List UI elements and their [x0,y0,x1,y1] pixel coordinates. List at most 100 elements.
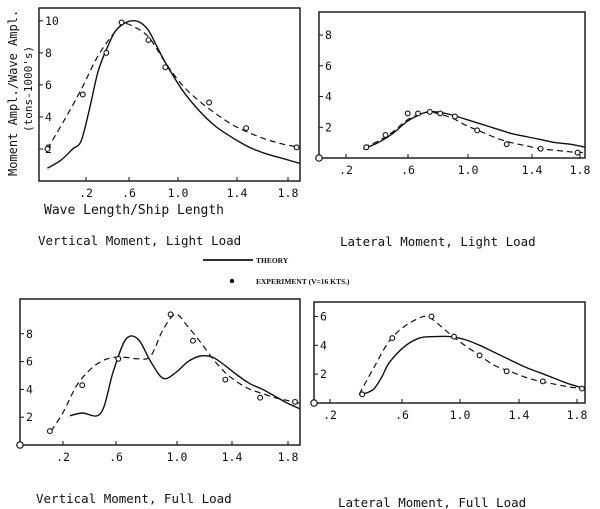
x-tick-label: .6 [109,450,123,464]
theory-line [47,19,301,169]
x-tick-label: 1.8 [278,450,299,464]
experiment-point [389,335,396,342]
x-tick-label: .2 [339,163,353,177]
chart-lateral-moment-light-load: 2 4 6 8 .2 .6 1.0 1.4 1.8 [315,11,591,177]
experiment-point [537,145,544,152]
y-tick-label: 2 [325,120,332,134]
title-lateral-moment-light-load: Lateral Moment, Light Load [340,234,536,249]
plot-frame [19,298,301,446]
y-tick-label: 8 [26,327,33,341]
experiment-point [46,428,53,435]
y-tick-label: 4 [320,338,327,352]
experiment-point [579,385,585,392]
x-tick-label: 1.8 [567,408,588,422]
plot-frame [313,301,586,404]
plot-frame [38,7,301,182]
experiment-point [359,391,366,398]
experiment-dashed-line [46,22,301,150]
experiment-point [382,131,389,138]
x-tick-label: .6 [122,186,136,200]
x-tick-label: 1.0 [458,163,479,177]
x-tick-label: 1.4 [509,408,530,422]
y-tick-label: 10 [45,14,59,28]
x-tick-label: 1.4 [227,186,248,200]
origin-marker [310,399,318,407]
title-vertical-moment-full-load: Vertical Moment, Full Load [36,491,232,506]
experiment-point [574,149,581,156]
experiment-point [167,311,174,318]
origin-marker [315,154,323,162]
experiment-dashed-line [363,111,586,154]
experiment-dashed-line [358,315,586,395]
experiment-point [145,37,152,43]
x-tick-label: .2 [323,408,337,422]
experiment-point [103,49,110,56]
experiment-point [206,99,213,106]
legend-experiment-marker [229,278,235,284]
theory-line [363,110,586,150]
y-tick-label: 6 [320,309,327,323]
title-vertical-moment-light-load: Vertical Moment, Light Load [38,233,241,248]
x-axis-label: Wave Length/Ship Length [44,203,224,218]
y-tick-label: 2 [26,410,33,424]
experiment-point [437,110,444,117]
chart-lateral-moment-full-load: 2 4 6 .2 .6 1.0 1.4 1.8 [310,301,588,422]
origin-marker [16,441,24,449]
theory-line [359,335,586,395]
experiment-point [190,337,196,344]
y-tick-label: 4 [45,110,52,124]
y-axis-unit-label: (tons-1000's) [22,46,35,132]
experiment-point [79,91,86,98]
experiment-point [257,394,264,401]
experiment-point [363,144,370,151]
experiment-point [539,378,546,385]
plot-frame [318,11,586,159]
experiment-point [162,64,169,71]
y-tick-label: 6 [45,78,52,92]
experiment-point [292,398,298,405]
experiment-point [222,376,229,383]
experiment-dashed-line [50,313,301,432]
experiment-point [476,352,483,359]
legend-experiment-label: EXPERIMENT (V=16 KTS.) [256,277,350,286]
x-tick-label: 1.8 [570,163,591,177]
experiment-point [44,146,51,152]
x-tick-label: .2 [56,450,70,464]
title-lateral-moment-full-load: Lateral Moment, Full Load [338,495,526,509]
experiment-point [503,141,510,148]
experiment-point [452,113,458,120]
experiment-point [404,110,411,117]
y-tick-label: 2 [320,367,327,381]
legend: THEORY EXPERIMENT (V=16 KTS.) [203,256,350,286]
y-tick-label: 8 [45,46,52,60]
x-tick-label: 1.0 [168,186,189,200]
x-tick-label: 1.4 [522,163,543,177]
x-tick-label: .2 [79,186,93,200]
experiment-point [118,19,125,26]
chart-vertical-moment-light-load: 246810.2.61.01.41.8 [38,7,301,200]
experiment-point [243,125,250,132]
y-tick-label: 8 [325,28,332,42]
chart-vertical-moment-full-load: 2 4 6 8 .2 .6 1.0 1.4 1.8 [16,298,301,464]
x-tick-label: .6 [395,408,409,422]
experiment-point [428,313,435,320]
y-tick-label: 4 [325,90,332,104]
theory-line [69,335,301,417]
x-tick-label: .6 [401,163,415,177]
y-tick-label: 6 [325,59,332,73]
y-tick-label: 6 [26,355,33,369]
experiment-point [451,333,457,340]
experiment-point [503,368,510,375]
experiment-point [293,144,300,151]
experiment-point [415,110,421,117]
x-tick-label: 1.0 [450,408,471,422]
experiment-point [79,382,86,389]
experiment-point [115,355,122,362]
x-tick-label: 1.8 [278,186,299,200]
x-tick-label: 1.4 [222,450,243,464]
experiment-point [474,127,481,134]
experiment-point [426,108,433,115]
x-tick-label: 1.0 [167,450,188,464]
y-tick-label: 4 [26,382,33,396]
